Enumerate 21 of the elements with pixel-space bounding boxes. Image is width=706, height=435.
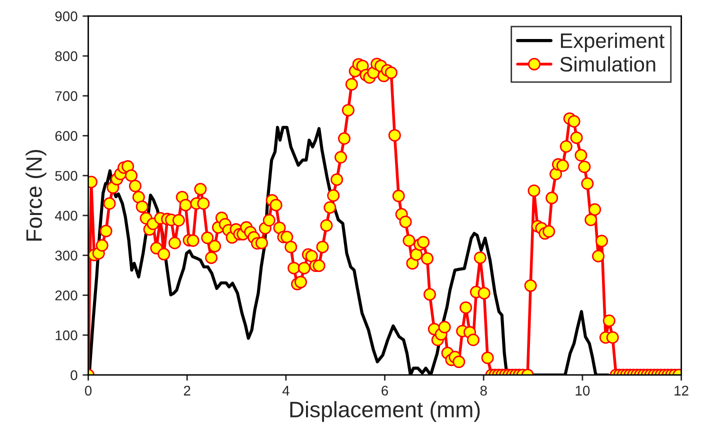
y-axis-title: Force (N) — [26, 150, 46, 241]
x-tick-label: 8 — [480, 386, 487, 396]
y-tick-label: 500 — [55, 170, 78, 181]
x-tick-label: 2 — [184, 386, 190, 396]
x-tick-label: 0 — [84, 386, 92, 396]
y-tick-label: 800 — [55, 51, 78, 62]
x-tick-label: 12 — [674, 386, 688, 396]
y-tick-label: 300 — [55, 250, 78, 261]
y-tick-label: 600 — [55, 131, 78, 141]
y-tick-label: 200 — [55, 290, 78, 300]
legend-label: Experiment — [560, 32, 664, 52]
x-tick-label: 4 — [282, 386, 290, 396]
y-tick-label: 700 — [55, 91, 78, 102]
legend-label: Simulation — [560, 56, 656, 72]
y-tick-label: 400 — [54, 210, 78, 221]
x-tick-label: 6 — [382, 386, 388, 396]
y-tick-label: 900 — [55, 11, 78, 22]
y-tick-label: 100 — [56, 330, 78, 340]
x-tick-label: 10 — [576, 386, 590, 396]
x-axis-title: Displacement (mm) — [290, 401, 480, 422]
y-tick-label: 0 — [70, 370, 78, 380]
